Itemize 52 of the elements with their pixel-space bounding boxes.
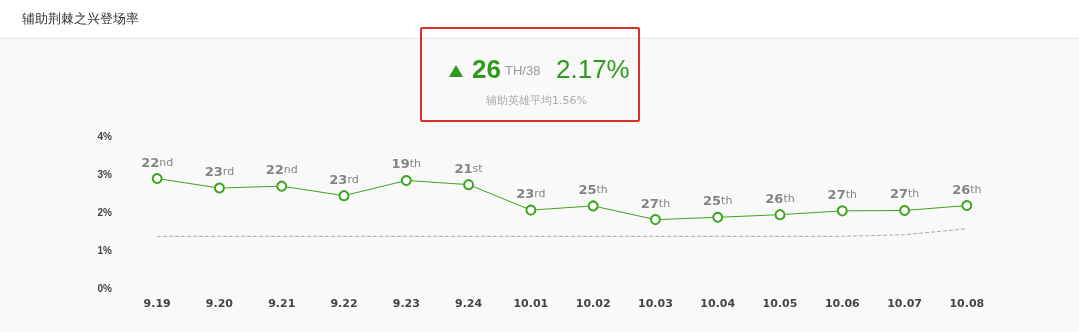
point <box>338 190 350 202</box>
point <box>151 173 163 185</box>
x-tick-label: 9.24 <box>455 297 483 310</box>
y-tick-label: 3% <box>97 168 113 180</box>
x-tick-label: 10.07 <box>887 297 922 310</box>
annotation: 25th <box>578 181 608 197</box>
text: 26 <box>472 54 501 85</box>
annotation: 26th <box>952 181 982 197</box>
annotation: 22nd <box>265 162 298 178</box>
y-tick-label: 4% <box>97 130 113 142</box>
text: 2.17% <box>556 54 630 85</box>
text: TH/38 <box>505 63 541 78</box>
x-tick-label: 9.23 <box>392 297 420 310</box>
x-tick-label: 9.20 <box>205 297 234 310</box>
annotation: 23rd <box>204 164 235 180</box>
point <box>712 211 724 223</box>
point <box>276 180 288 192</box>
point <box>587 200 599 212</box>
annotation: 22nd <box>141 154 174 170</box>
annotation: 19th <box>391 156 421 172</box>
chart-title: 辅助荆棘之兴登场率 <box>22 10 139 28</box>
point <box>961 200 973 212</box>
x-tick-label: 10.05 <box>762 297 798 310</box>
annotation: 25th <box>703 193 733 209</box>
x-tick-label: 10.08 <box>949 297 985 310</box>
y-tick-label: 2% <box>97 206 113 218</box>
annotation: 27th <box>827 186 857 202</box>
x-tick-label: 9.22 <box>330 297 358 310</box>
annotation: 26th <box>765 190 795 206</box>
point <box>400 174 412 186</box>
annotation: 23rd <box>516 186 546 202</box>
point <box>213 182 225 194</box>
x-tick-label: 10.04 <box>700 297 736 310</box>
x-tick-label: 9.19 <box>143 297 171 310</box>
x-tick-label: 10.06 <box>824 297 861 310</box>
annotation: 27th <box>640 195 671 211</box>
point <box>649 214 661 226</box>
point <box>836 205 848 217</box>
y-tick-label: 0% <box>97 282 113 294</box>
x-tick-label: 10.02 <box>575 297 611 310</box>
point <box>899 204 911 216</box>
point <box>463 179 475 191</box>
x-tick-label: 10.01 <box>513 297 549 310</box>
x-tick-label: 10.03 <box>638 297 673 310</box>
x-tick-label: 9.21 <box>268 297 296 310</box>
point <box>525 204 537 216</box>
y-tick-label: 1% <box>97 244 113 256</box>
text: 辅助英雄平均1.56% <box>486 93 587 108</box>
annotation: 23rd <box>329 171 359 187</box>
point <box>774 209 786 221</box>
annotation: 27th <box>889 186 920 202</box>
annotation: 21st <box>454 160 484 176</box>
